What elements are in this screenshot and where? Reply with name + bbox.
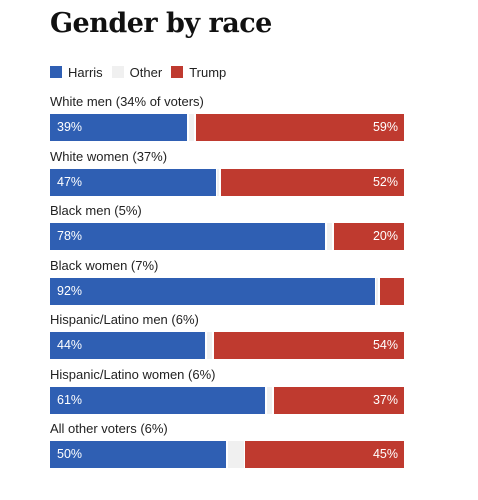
bar-row: White men (34% of voters) 39% 59% <box>50 93 404 148</box>
bar-segment-harris <box>50 114 188 141</box>
chart-title: Gender by race <box>50 8 272 39</box>
bar-segment-trump <box>333 223 404 250</box>
stacked-bar: 78% 20% <box>50 223 404 250</box>
category-label: White women (37%) <box>50 148 168 164</box>
bar-row: Black men (5%) 78% 20% <box>50 202 404 257</box>
data-label-trump: 45% <box>372 447 398 461</box>
stacked-bar: 92% <box>50 277 404 305</box>
category-label: Black women (7%) <box>50 257 159 273</box>
legend-label-other: Other <box>129 64 163 80</box>
legend-label-harris: Harris <box>68 64 103 80</box>
bar-segment-other <box>376 277 379 305</box>
bar-segment-harris <box>50 223 326 250</box>
bar-segment-harris <box>50 386 266 414</box>
legend-item-harris: Harris <box>50 65 103 80</box>
data-label-harris: 92% <box>57 283 83 298</box>
bar-segment-other <box>266 386 273 414</box>
legend-item-trump: Trump <box>171 65 226 80</box>
data-label-trump: 20% <box>372 229 398 243</box>
bar-segment-other <box>227 441 244 468</box>
stacked-bar: 47% 52% <box>50 168 404 196</box>
data-label-harris: 78% <box>57 229 83 243</box>
legend-item-other: Other <box>111 64 163 80</box>
bar-row: All other voters (6%) 50% 45% <box>50 420 404 475</box>
bar-segment-harris <box>50 332 205 359</box>
bar-segment-other <box>217 168 220 196</box>
bar-segment-harris <box>50 168 216 196</box>
bar-segment-trump <box>273 386 404 414</box>
category-label: Hispanic/Latino men (6%) <box>50 312 199 327</box>
bar-row: Black women (7%) 92% <box>50 257 404 312</box>
category-label: Hispanic/Latino women (6%) <box>50 366 216 382</box>
bar-segment-trump <box>220 168 404 196</box>
bar-rows: White men (34% of voters) 39% 59% White wom… <box>50 93 404 475</box>
legend-label-trump: Trump <box>189 64 227 80</box>
data-label-trump: 59% <box>372 120 398 134</box>
bar-segment-trump <box>213 332 404 359</box>
category-label: White men (34% of voters) <box>50 94 204 109</box>
category-label: All other voters (6%) <box>50 421 168 436</box>
data-label-harris: 44% <box>57 338 83 352</box>
legend-swatch-harris <box>50 66 62 78</box>
stacked-bar: 39% 59% <box>50 114 404 141</box>
bar-segment-other <box>326 223 333 250</box>
bar-segment-other <box>188 114 195 141</box>
stacked-bar: 44% 54% <box>50 332 404 359</box>
data-label-trump: 54% <box>372 338 398 352</box>
stacked-bar: 61% 37% <box>50 386 404 414</box>
legend-swatch-trump <box>171 66 184 78</box>
bar-row: Hispanic/Latino men (6%) 44% 54% <box>50 311 404 366</box>
legend-swatch-other <box>111 66 124 78</box>
data-label-harris: 47% <box>57 174 83 189</box>
data-label-harris: 50% <box>57 447 83 461</box>
legend: Harris Other Trump <box>50 62 235 82</box>
data-label-trump: 52% <box>372 174 398 189</box>
data-label-harris: 61% <box>57 392 83 407</box>
bar-row: White women (37%) 47% 52% <box>50 148 404 203</box>
bar-segment-trump <box>245 441 404 468</box>
bar-segment-harris <box>50 441 227 468</box>
bar-segment-harris <box>50 277 375 305</box>
stacked-bar: 50% 45% <box>50 441 404 468</box>
bar-segment-trump <box>379 277 404 305</box>
bar-row: Hispanic/Latino women (6%) 61% 37% <box>50 366 404 421</box>
category-label: Black men (5%) <box>50 203 142 218</box>
bar-segment-trump <box>195 114 404 141</box>
bar-segment-other <box>206 332 213 359</box>
data-label-harris: 39% <box>57 120 83 134</box>
data-label-trump: 37% <box>372 392 398 407</box>
